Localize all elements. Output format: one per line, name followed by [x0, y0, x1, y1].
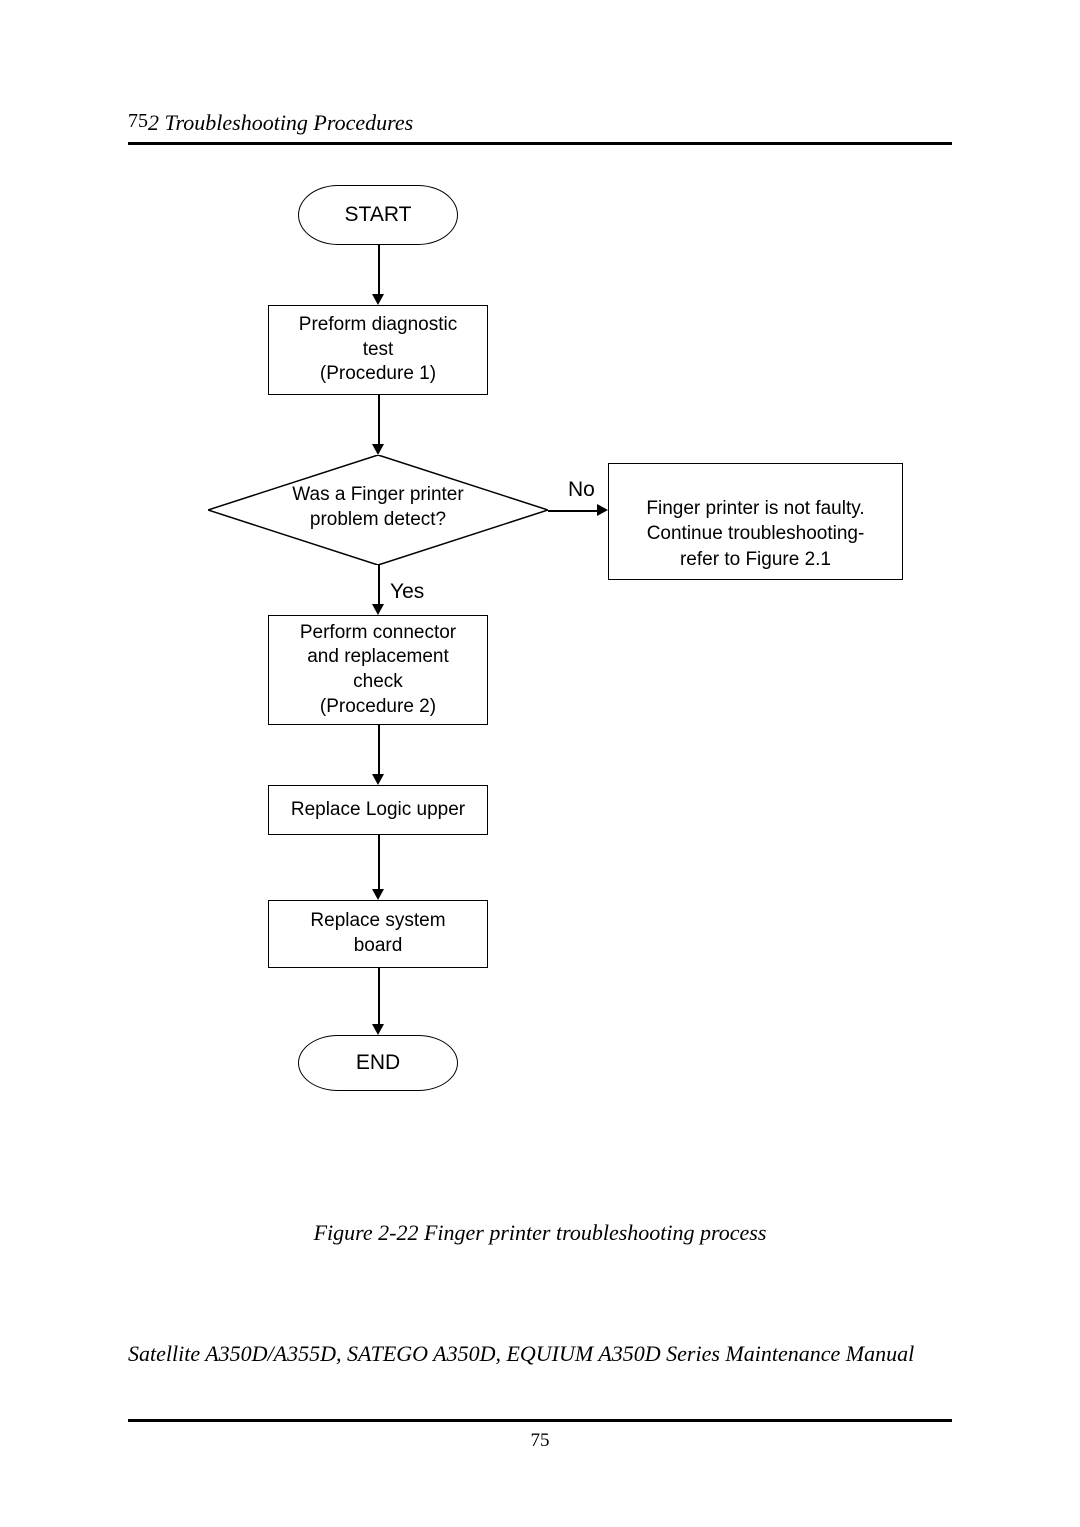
node-end: END — [298, 1035, 458, 1091]
node-proc4-label: Replace system board — [310, 909, 445, 958]
node-proc1: Preform diagnostic test (Procedure 1) — [268, 305, 488, 395]
arrowhead-icon — [372, 604, 384, 615]
node-proc3: Replace Logic upper — [268, 785, 488, 835]
flowchart: START Preform diagnostic test (Procedure… — [128, 185, 952, 1165]
header-title: 2 Troubleshooting Procedures — [148, 110, 413, 136]
figure-caption: Figure 2-22 Finger printer troubleshooti… — [128, 1220, 952, 1246]
edge — [378, 395, 380, 444]
edge-label-yes: Yes — [390, 580, 424, 604]
arrowhead-icon — [372, 889, 384, 900]
page-footer: 75 — [128, 1419, 952, 1452]
node-proc4: Replace system board — [268, 900, 488, 968]
header-page-num: 75 — [128, 110, 148, 136]
arrowhead-icon — [372, 1024, 384, 1035]
node-proc1-label: Preform diagnostic test (Procedure 1) — [299, 313, 457, 387]
arrowhead-icon — [372, 294, 384, 305]
edge — [548, 510, 597, 512]
manual-title: Satellite A350D/A355D, SATEGO A350D, EQU… — [128, 1341, 952, 1367]
node-proc2: Perform connector and replacement check … — [268, 615, 488, 725]
node-start-label: START — [345, 201, 412, 228]
node-side-label: Finger printer is not faulty. Continue t… — [646, 498, 864, 570]
node-start: START — [298, 185, 458, 245]
node-proc3-label: Replace Logic upper — [291, 798, 465, 823]
arrowhead-icon — [372, 774, 384, 785]
edge — [378, 565, 380, 604]
edge — [378, 835, 380, 889]
arrowhead-icon — [372, 444, 384, 455]
edge — [378, 725, 380, 774]
node-proc2-label: Perform connector and replacement check … — [300, 621, 456, 720]
page-header: 752 Troubleshooting Procedures — [128, 110, 952, 145]
edge — [378, 968, 380, 1024]
node-side: Finger printer is not faulty. Continue t… — [608, 463, 903, 580]
edge — [378, 245, 380, 294]
node-end-label: END — [356, 1049, 400, 1076]
node-decision-label: Was a Finger printer problem detect? — [248, 483, 508, 532]
footer-page-num: 75 — [531, 1430, 550, 1451]
arrowhead-icon — [597, 504, 608, 516]
edge-label-no: No — [568, 478, 595, 502]
